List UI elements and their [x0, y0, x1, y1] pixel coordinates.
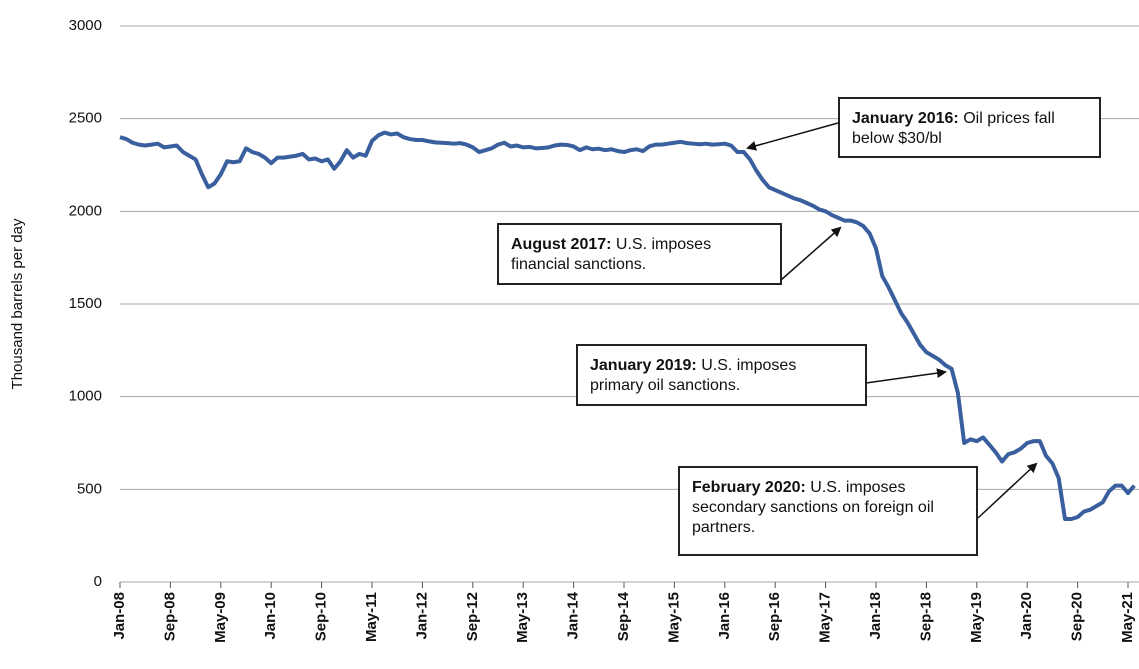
- annotation-text: U.S. imposes secondary sanctions on fore…: [692, 479, 934, 536]
- y-axis-label: Thousand barrels per day: [9, 218, 26, 389]
- y-tick-label: 2500: [69, 110, 102, 127]
- annotation-bold: January 2019:: [590, 357, 697, 374]
- grid: 0 500 1000 1500 2000 2500 3000 Jan-08 Sep-08 May-…: [69, 17, 1139, 643]
- x-tick-label: Jan-20: [1018, 592, 1035, 640]
- x-tick-label: Jan-08: [111, 592, 128, 640]
- x-tick-label: May-17: [817, 592, 834, 643]
- y-tick-label: 500: [77, 480, 102, 497]
- arrows: [746, 122, 1038, 519]
- x-tick-label: Sep-14: [615, 591, 632, 641]
- x-tick-label: Sep-12: [464, 592, 481, 641]
- y-tick-label: 2000: [69, 202, 102, 219]
- y-tick-label: 1500: [69, 295, 102, 312]
- x-tick-label: Sep-18: [917, 592, 934, 641]
- y-tick-label: 3000: [69, 17, 102, 34]
- x-tick-label: Sep-08: [161, 592, 178, 641]
- annotation-text: U.S. imposes financial sanctions.: [511, 236, 712, 273]
- x-tick-label: Sep-20: [1069, 592, 1086, 641]
- x-tick-label: Jan-16: [716, 592, 733, 640]
- y-tick-label: 1000: [69, 388, 102, 405]
- annotation-text: Oil prices fall below $30/bl: [852, 110, 1055, 147]
- x-tick-label: May-09: [212, 592, 229, 643]
- arrow: [865, 368, 947, 384]
- arrow: [780, 226, 842, 281]
- annotation: August 2017: U.S. imposes financial sanc…: [497, 223, 782, 285]
- annotation: January 2016: Oil prices fall below $30/…: [838, 97, 1101, 158]
- annotation-text: U.S. imposes primary oil sanctions.: [590, 357, 797, 394]
- x-tick-label: May-21: [1119, 592, 1136, 643]
- plot: [119, 130, 1136, 521]
- arrow: [977, 462, 1038, 519]
- x-tick-label: May-15: [665, 592, 682, 643]
- x-tick-label: Jan-12: [413, 592, 430, 640]
- annotation-bold: August 2017:: [511, 236, 612, 253]
- y-tick-label: 0: [94, 573, 102, 590]
- x-tick-label: Jan-10: [262, 592, 279, 640]
- annotation: February 2020: U.S. imposes secondary sa…: [678, 466, 978, 556]
- data-line: [119, 130, 1136, 521]
- x-tick-label: Sep-16: [766, 592, 783, 641]
- x-tick-label: Sep-10: [313, 592, 330, 641]
- annotation-bold: January 2016:: [852, 110, 959, 127]
- x-tick-label: May-13: [514, 592, 531, 643]
- x-tick-label: May-11: [363, 592, 380, 642]
- x-tick-label: May-19: [968, 592, 985, 643]
- x-tick-label: Jan-14: [565, 591, 582, 639]
- arrow: [746, 122, 839, 151]
- annotation: January 2019: U.S. imposes primary oil s…: [576, 344, 867, 406]
- annotation-bold: February 2020:: [692, 479, 806, 496]
- x-tick-label: Jan-18: [867, 592, 884, 640]
